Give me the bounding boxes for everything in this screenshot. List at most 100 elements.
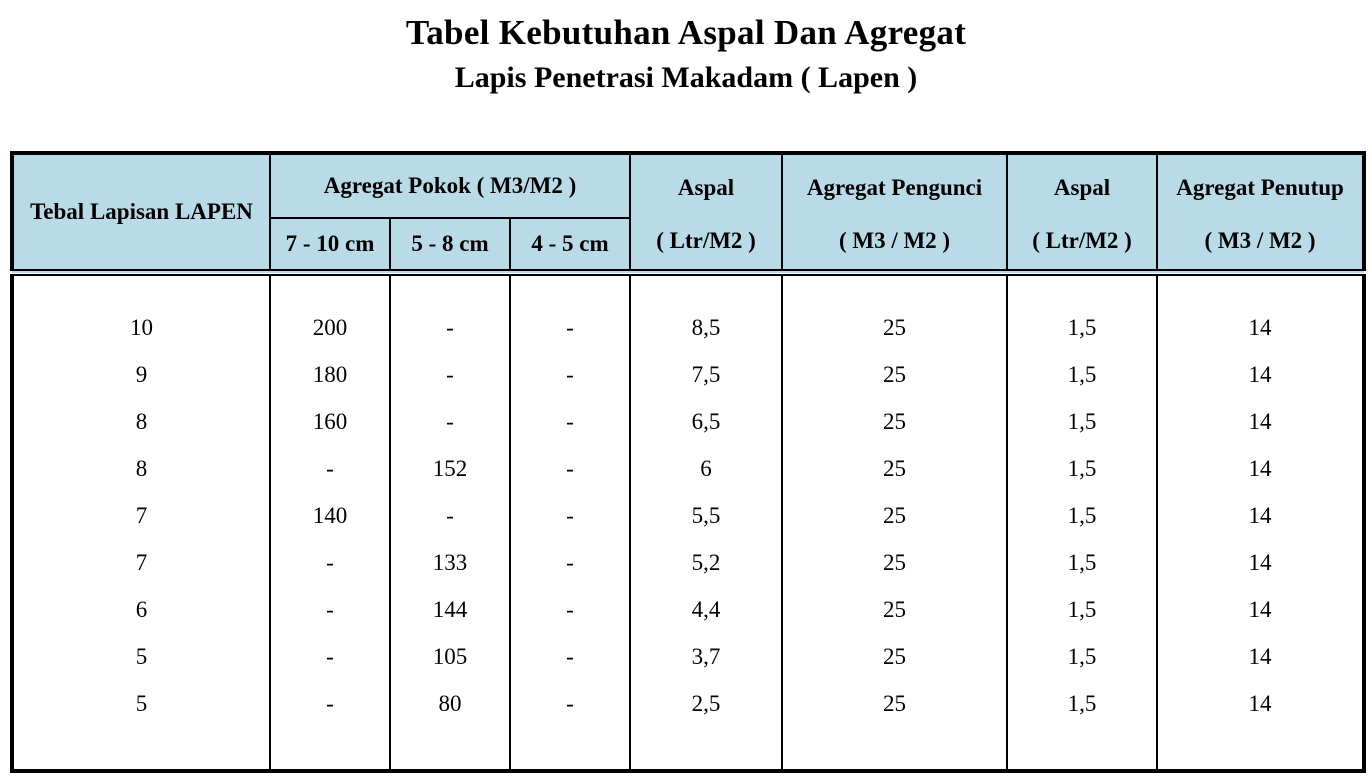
table-row: 9 180- -7,5 25 1,5 14 [11, 351, 1366, 398]
cell: 8 [11, 398, 271, 445]
cell: - [508, 445, 632, 492]
cell: - [269, 539, 391, 586]
cell: 1,5 [1006, 586, 1159, 633]
cell: 14 [1156, 398, 1366, 445]
cell: 1,5 [1006, 351, 1159, 398]
cell: 160 [269, 398, 391, 445]
cell: 5 [11, 680, 271, 771]
cell: 144 [389, 586, 511, 633]
cell: 5,2 [629, 539, 784, 586]
cell: - [389, 272, 511, 351]
cell: 7 [11, 492, 271, 539]
cell: - [508, 586, 632, 633]
cell: 1,5 [1006, 633, 1159, 680]
cell: 8,5 [629, 272, 784, 351]
cell: 25 [781, 586, 1009, 633]
header-aspal-1: Aspal ( Ltr/M2 ) [629, 152, 784, 276]
title-block: Tabel Kebutuhan Aspal Dan Agregat Lapis … [10, 12, 1362, 96]
cell: 25 [781, 445, 1009, 492]
cell: - [269, 445, 391, 492]
cell: 6 [629, 445, 784, 492]
cell: 25 [781, 272, 1009, 351]
header-subcol-5-8-cm: 5 - 8 cm [389, 217, 511, 276]
cell: 1,5 [1006, 445, 1159, 492]
cell: 2,5 [629, 680, 784, 771]
table-row: 7 140- -5,5 25 1,5 14 [11, 492, 1366, 539]
cell: 6,5 [629, 398, 784, 445]
cell: - [269, 633, 391, 680]
cell: 7,5 [629, 351, 784, 398]
header-agregat-pengunci-label: Agregat Pengunci [806, 175, 983, 200]
header-agregat-pengunci: Agregat Pengunci ( M3 / M2 ) [781, 152, 1009, 276]
cell: 14 [1156, 351, 1366, 398]
table-row: 8 160- -6,5 25 1,5 14 [11, 398, 1366, 445]
cell: - [269, 680, 391, 771]
cell: - [508, 398, 632, 445]
cell: 10 [11, 272, 271, 351]
table-header: Tebal Lapisan LAPEN Agregat Pokok ( M3/M… [11, 152, 1366, 276]
table-row: 8-152-6 25 1,5 14 [11, 445, 1366, 492]
cell: - [269, 586, 391, 633]
cell: - [508, 272, 632, 351]
table-row: 7-133-5,2 25 1,5 14 [11, 539, 1366, 586]
cell: 3,7 [629, 633, 784, 680]
cell: 1,5 [1006, 680, 1159, 771]
cell: - [508, 680, 632, 771]
cell: 25 [781, 680, 1009, 771]
cell: 14 [1156, 539, 1366, 586]
header-aspal-2-label: Aspal [1053, 175, 1111, 200]
cell: 8 [11, 445, 271, 492]
table-body: 10 200- -8,5 25 1,5 14 9 180- -7,5 25 1,5 14 8 160- -6… [11, 272, 1366, 771]
cell: 1,5 [1006, 398, 1159, 445]
table-row: 10 200- -8,5 25 1,5 14 [11, 272, 1366, 351]
page-title: Tabel Kebutuhan Aspal Dan Agregat [405, 13, 967, 52]
page-subtitle: Lapis Penetrasi Makadam ( Lapen ) [454, 61, 918, 94]
cell: 5,5 [629, 492, 784, 539]
table-row: 5-105-3,7 25 1,5 14 [11, 633, 1366, 680]
cell: 25 [781, 633, 1009, 680]
cell: 7 [11, 539, 271, 586]
header-agregat-pokok: Agregat Pokok ( M3/M2 ) [268, 152, 632, 219]
header-tebal-lapisan: Tebal Lapisan LAPEN [11, 152, 271, 276]
header-aspal-1-label: Aspal [677, 175, 735, 200]
cell: - [508, 351, 632, 398]
cell: 9 [11, 351, 271, 398]
cell: - [508, 633, 632, 680]
cell: - [389, 398, 511, 445]
header-row-1: Tebal Lapisan LAPEN Agregat Pokok ( M3/M… [11, 152, 1366, 276]
header-agregat-pengunci-unit: ( M3 / M2 ) [838, 228, 951, 253]
cell: 180 [269, 351, 391, 398]
cell: 14 [1156, 272, 1366, 351]
cell: 133 [389, 539, 511, 586]
cell: 14 [1156, 633, 1366, 680]
header-subcol-4-5-cm: 4 - 5 cm [508, 217, 632, 276]
cell: 25 [781, 539, 1009, 586]
header-aspal-2: Aspal ( Ltr/M2 ) [1006, 152, 1159, 276]
cell: 1,5 [1006, 492, 1159, 539]
header-subcol-7-10-cm: 7 - 10 cm [269, 217, 391, 276]
cell: 1,5 [1006, 539, 1159, 586]
header-row-2: 7 - 10 cm 5 - 8 cm 4 - 5 cm [12, 217, 1364, 276]
cell: 200 [269, 272, 391, 351]
lapen-table: Tebal Lapisan LAPEN Agregat Pokok ( M3/M… [10, 151, 1367, 773]
header-agregat-penutup-unit: ( M3 / M2 ) [1204, 228, 1316, 253]
cell: 25 [781, 398, 1009, 445]
header-agregat-penutup: Agregat Penutup ( M3 / M2 ) [1156, 152, 1366, 276]
table-row: 6-144-4,4 25 1,5 14 [11, 586, 1366, 633]
cell: 14 [1156, 586, 1366, 633]
header-aspal-2-unit: ( Ltr/M2 ) [1032, 228, 1132, 253]
cell: 152 [389, 445, 511, 492]
cell: - [508, 492, 632, 539]
cell: 25 [781, 351, 1009, 398]
cell: 14 [1156, 445, 1366, 492]
cell: 25 [781, 492, 1009, 539]
cell: 1,5 [1006, 272, 1159, 351]
cell: - [389, 351, 511, 398]
header-agregat-penutup-label: Agregat Penutup [1176, 175, 1344, 200]
cell: 14 [1156, 680, 1366, 771]
cell: 105 [389, 633, 511, 680]
header-aspal-1-unit: ( Ltr/M2 ) [656, 228, 756, 253]
cell: 4,4 [629, 586, 784, 633]
cell: - [389, 492, 511, 539]
cell: 80 [389, 680, 511, 771]
